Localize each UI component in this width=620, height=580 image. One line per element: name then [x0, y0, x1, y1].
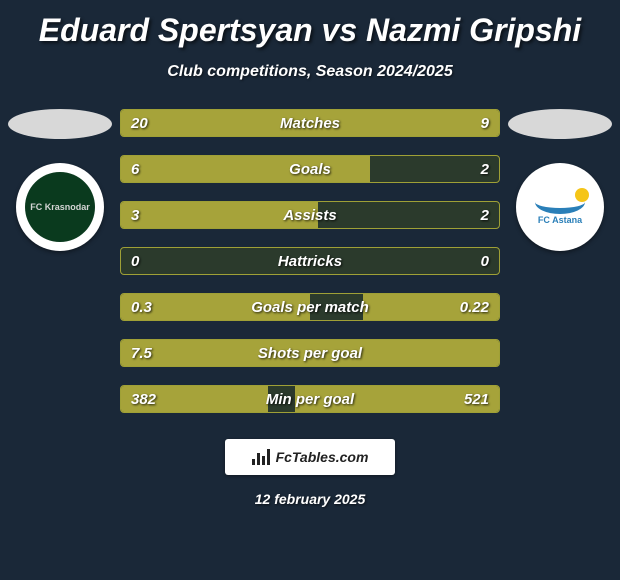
club-right-stack: FC Astana	[500, 109, 620, 251]
club-left-badge-label: FC Krasnodar	[25, 172, 95, 242]
stat-row: 0.30.22Goals per match	[120, 293, 500, 321]
bar-fill-left	[121, 202, 318, 228]
generation-date: 12 february 2025	[0, 491, 620, 507]
brand-logo: FcTables.com	[225, 439, 395, 475]
brand-text: FcTables.com	[276, 449, 369, 465]
stat-value-left: 7.5	[131, 340, 152, 367]
stat-value-right: 2	[481, 202, 489, 229]
astana-logo-icon: FC Astana	[535, 190, 585, 225]
stat-row: 382521Min per goal	[120, 385, 500, 413]
stat-value-right: 9	[481, 110, 489, 137]
ellipse-icon	[8, 109, 112, 139]
bar-fill-left	[121, 156, 370, 182]
stat-value-right: 0	[481, 248, 489, 275]
bar-fill-left	[121, 340, 499, 366]
stat-label: Hattricks	[121, 248, 499, 275]
comparison-title: Eduard Spertsyan vs Nazmi Gripshi	[0, 0, 620, 49]
club-right-badge-label: FC Astana	[535, 216, 585, 225]
comparison-panel: FC Krasnodar FC Astana 209Matches62Goals…	[0, 109, 620, 413]
bar-fill-left	[121, 110, 382, 136]
stat-bars: 209Matches62Goals32Assists00Hattricks0.3…	[120, 109, 500, 413]
stat-row: 209Matches	[120, 109, 500, 137]
club-left-stack: FC Krasnodar	[0, 109, 120, 251]
stat-row: 32Assists	[120, 201, 500, 229]
stat-value-left: 6	[131, 156, 139, 183]
stat-row: 7.5Shots per goal	[120, 339, 500, 367]
stat-value-left: 0.3	[131, 294, 152, 321]
comparison-subtitle: Club competitions, Season 2024/2025	[0, 63, 620, 81]
club-left-badge: FC Krasnodar	[16, 163, 104, 251]
stat-value-left: 20	[131, 110, 148, 137]
stat-value-right: 521	[464, 386, 489, 413]
stat-row: 62Goals	[120, 155, 500, 183]
stat-value-right: 0.22	[460, 294, 489, 321]
club-right-badge: FC Astana	[516, 163, 604, 251]
ellipse-icon	[508, 109, 612, 139]
stat-value-left: 3	[131, 202, 139, 229]
stat-row: 0 0Hattricks	[120, 247, 500, 275]
stat-value-left: 0	[131, 248, 139, 275]
stat-value-left: 382	[131, 386, 156, 413]
bar-chart-icon	[252, 449, 272, 465]
stat-value-right: 2	[481, 156, 489, 183]
